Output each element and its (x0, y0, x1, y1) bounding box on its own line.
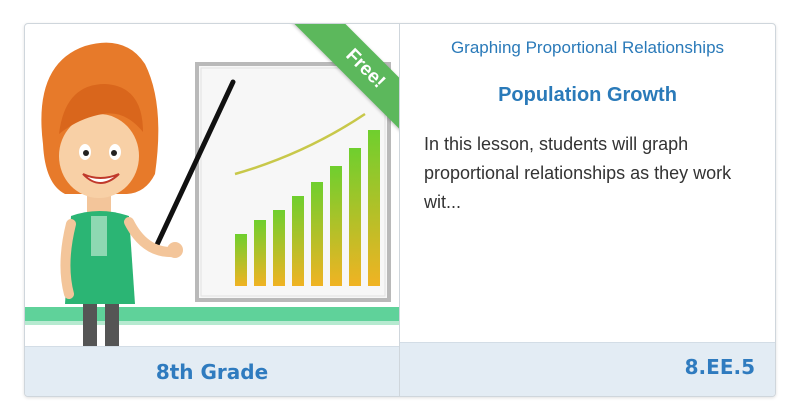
lesson-details: Graphing Proportional Relationships Popu… (400, 24, 775, 396)
growth-bar (254, 220, 266, 286)
standard-code: 8.EE.5 (684, 355, 755, 379)
lesson-thumbnail[interactable]: Free! 8th Grade (25, 24, 400, 396)
lesson-title-link[interactable]: Population Growth (498, 84, 677, 106)
growth-bar (292, 196, 304, 286)
grade-footer: 8th Grade (25, 346, 399, 396)
whiteboard-icon (195, 62, 391, 302)
growth-chart-bars (235, 130, 380, 286)
free-badge-label: Free! (285, 24, 399, 149)
standard-footer: 8.EE.5 (400, 342, 775, 396)
lesson-card[interactable]: Free! 8th Grade Graphing Proportional Re… (24, 23, 776, 397)
growth-bar (368, 130, 380, 286)
growth-bar (235, 234, 247, 286)
grade-label: 8th Grade (155, 359, 269, 384)
pointer-stick-icon (152, 79, 236, 252)
lesson-description: In this lesson, students will graph prop… (424, 134, 732, 212)
teacher-growth-chart-illustration (25, 42, 399, 346)
lesson-topic-link[interactable]: Graphing Proportional Relationships (450, 38, 725, 57)
growth-bar (273, 210, 285, 286)
teacher-icon (41, 42, 183, 346)
growth-bar (330, 166, 342, 286)
growth-bar (311, 182, 323, 286)
growth-bar (349, 148, 361, 286)
free-badge: Free! (260, 24, 399, 163)
